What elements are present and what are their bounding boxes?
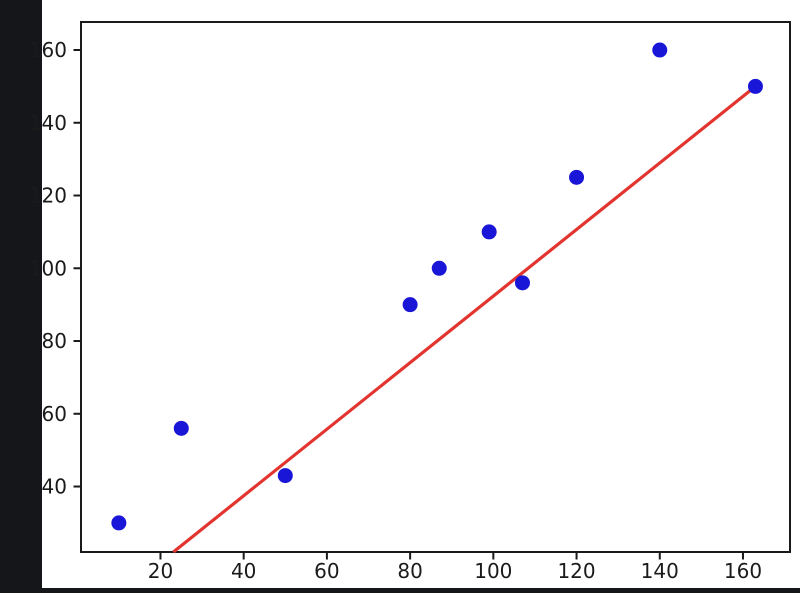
x-tick-label: 40 <box>231 559 256 583</box>
data-point <box>277 468 293 484</box>
x-tick-label: 60 <box>314 559 339 583</box>
x-tick-label: 120 <box>557 559 595 583</box>
data-point <box>173 420 189 436</box>
data-point <box>747 78 763 94</box>
data-point <box>652 42 668 58</box>
y-tick-label: 60 <box>42 402 67 426</box>
trend-line <box>172 85 757 554</box>
y-tick-label: 160 <box>29 38 67 62</box>
data-point <box>111 515 127 531</box>
x-tick-label: 20 <box>148 559 173 583</box>
data-point <box>402 297 418 313</box>
data-point <box>481 224 497 240</box>
x-tick-label: 160 <box>724 559 762 583</box>
y-tick-label: 100 <box>29 256 67 280</box>
y-tick-label: 140 <box>29 111 67 135</box>
figure-background <box>42 0 800 588</box>
y-tick-label: 120 <box>29 184 67 208</box>
y-tick-label: 40 <box>42 475 67 499</box>
data-point <box>431 260 447 276</box>
axes-frame <box>80 21 791 553</box>
y-tick-label: 80 <box>42 329 67 353</box>
data-point <box>514 275 530 291</box>
x-tick-label: 140 <box>641 559 679 583</box>
data-point <box>569 169 585 185</box>
x-tick-label: 80 <box>397 559 422 583</box>
x-tick-label: 100 <box>474 559 512 583</box>
